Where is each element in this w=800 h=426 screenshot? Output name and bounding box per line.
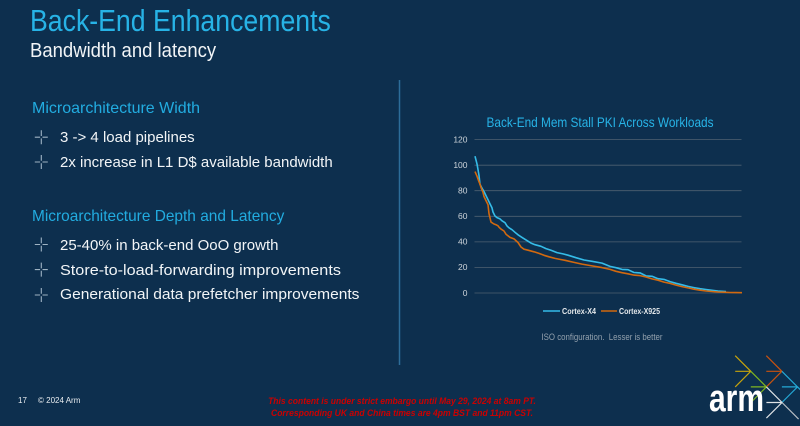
svg-text:80: 80 — [458, 186, 468, 196]
svg-text:Back-End Mem Stall PKI Across: Back-End Mem Stall PKI Across Workloads — [487, 114, 714, 130]
svg-text:40: 40 — [458, 237, 468, 247]
svg-text:100: 100 — [453, 160, 467, 170]
svg-text:0: 0 — [463, 288, 468, 298]
svg-text:20: 20 — [458, 262, 468, 272]
svg-text:Cortex-X4: Cortex-X4 — [562, 307, 596, 316]
svg-text:arm: arm — [709, 378, 764, 420]
svg-text:60: 60 — [458, 211, 468, 221]
svg-text:120: 120 — [453, 134, 467, 144]
svg-text:Cortex-X925: Cortex-X925 — [619, 307, 660, 316]
svg-text:ISO configuration. Lesser is: ISO configuration. Lesser is better — [542, 332, 663, 342]
